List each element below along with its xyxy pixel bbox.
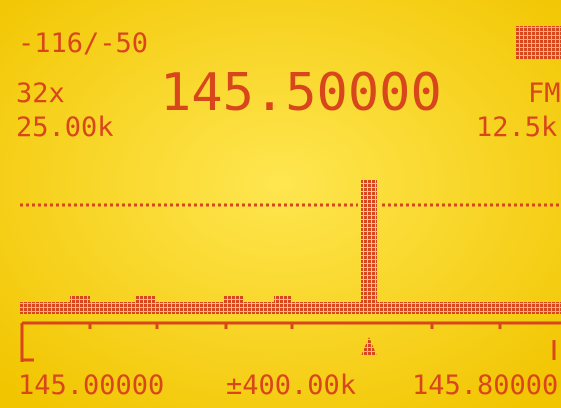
step: 25.00k: [16, 112, 114, 143]
signal-peak: [361, 180, 377, 304]
noise-floor: [20, 302, 561, 314]
scale-span: ±400.00k: [226, 370, 356, 401]
bandwidth: 12.5k: [476, 112, 557, 143]
signal-level: -116/-50: [18, 28, 148, 59]
lcd-screen: -116/-50 32x 25.00k 145.50000 FM 12.5k 1…: [0, 0, 561, 408]
zoom: 32x: [16, 78, 65, 109]
scale-end: 145.80000: [412, 370, 558, 401]
mode: FM: [528, 78, 561, 109]
frequency: 145.50000: [160, 63, 442, 123]
noise-bump: [136, 296, 156, 302]
battery-icon: [515, 26, 561, 60]
noise-bump: [70, 296, 90, 302]
scale-start: 145.00000: [18, 370, 164, 401]
noise-bump: [274, 296, 292, 302]
noise-bump: [224, 296, 244, 302]
